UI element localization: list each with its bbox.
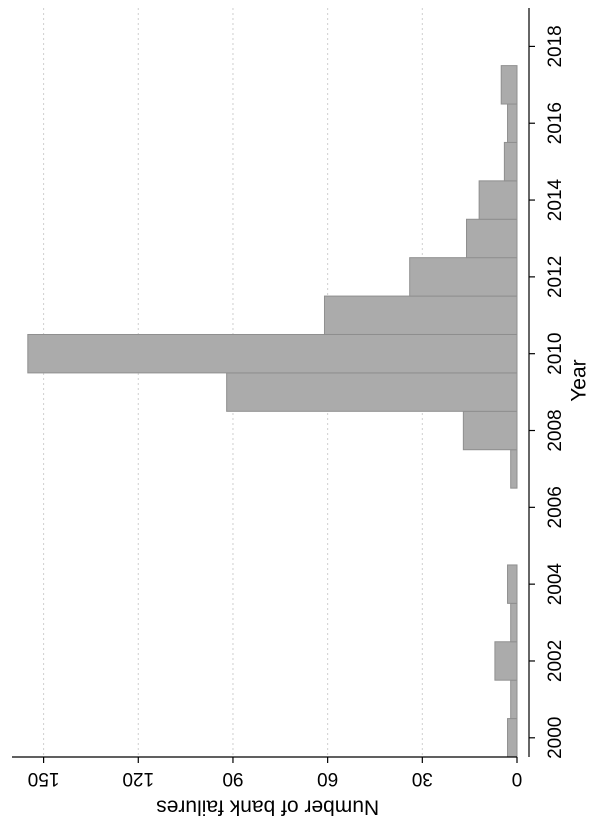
bar-2002 (494, 641, 518, 681)
bar-2017 (500, 65, 518, 105)
bar-2003 (510, 602, 518, 643)
year-tick-label-2000: 2000 (545, 717, 566, 759)
bar-2008 (462, 410, 518, 451)
bar-2012 (409, 257, 518, 297)
year-tick-label-2004: 2004 (545, 563, 566, 606)
bar-2015 (503, 141, 518, 182)
bar-2014 (478, 180, 518, 220)
year-tick-label-2014: 2014 (545, 178, 566, 221)
y-axis-title: Number of bank failures (156, 795, 379, 818)
bar-2016 (507, 103, 518, 143)
year-tick-label-2006: 2006 (545, 486, 566, 528)
year-tick-label-2002: 2002 (545, 640, 566, 682)
ticks: 2000 2002 2004 2006 2008 2010 2012 2014 2016 2018… (28, 25, 566, 789)
bars (27, 65, 518, 758)
value-tick-label-30: 30 (412, 768, 433, 789)
bar-2004 (507, 564, 518, 604)
bar-2000 (507, 718, 518, 758)
bar-2009 (226, 372, 518, 412)
value-tick-label-90: 90 (222, 768, 243, 789)
year-tick-label-2018: 2018 (545, 25, 566, 67)
bar-2001 (510, 679, 518, 720)
bar-2013 (466, 218, 518, 259)
bar-2011 (323, 295, 518, 335)
bar-2007 (510, 449, 518, 489)
value-tick-label-120: 120 (122, 768, 154, 789)
year-tick-label-2012: 2012 (545, 256, 566, 298)
year-tick-label-2008: 2008 (545, 409, 566, 451)
value-tick-label-0: 0 (512, 768, 523, 789)
value-tick-label-60: 60 (317, 768, 338, 789)
x-axis-title: Year (568, 359, 591, 401)
bar-2010 (27, 333, 518, 374)
value-tick-label-150: 150 (28, 768, 60, 789)
year-tick-label-2016: 2016 (545, 102, 566, 144)
year-tick-label-2010: 2010 (545, 333, 566, 375)
